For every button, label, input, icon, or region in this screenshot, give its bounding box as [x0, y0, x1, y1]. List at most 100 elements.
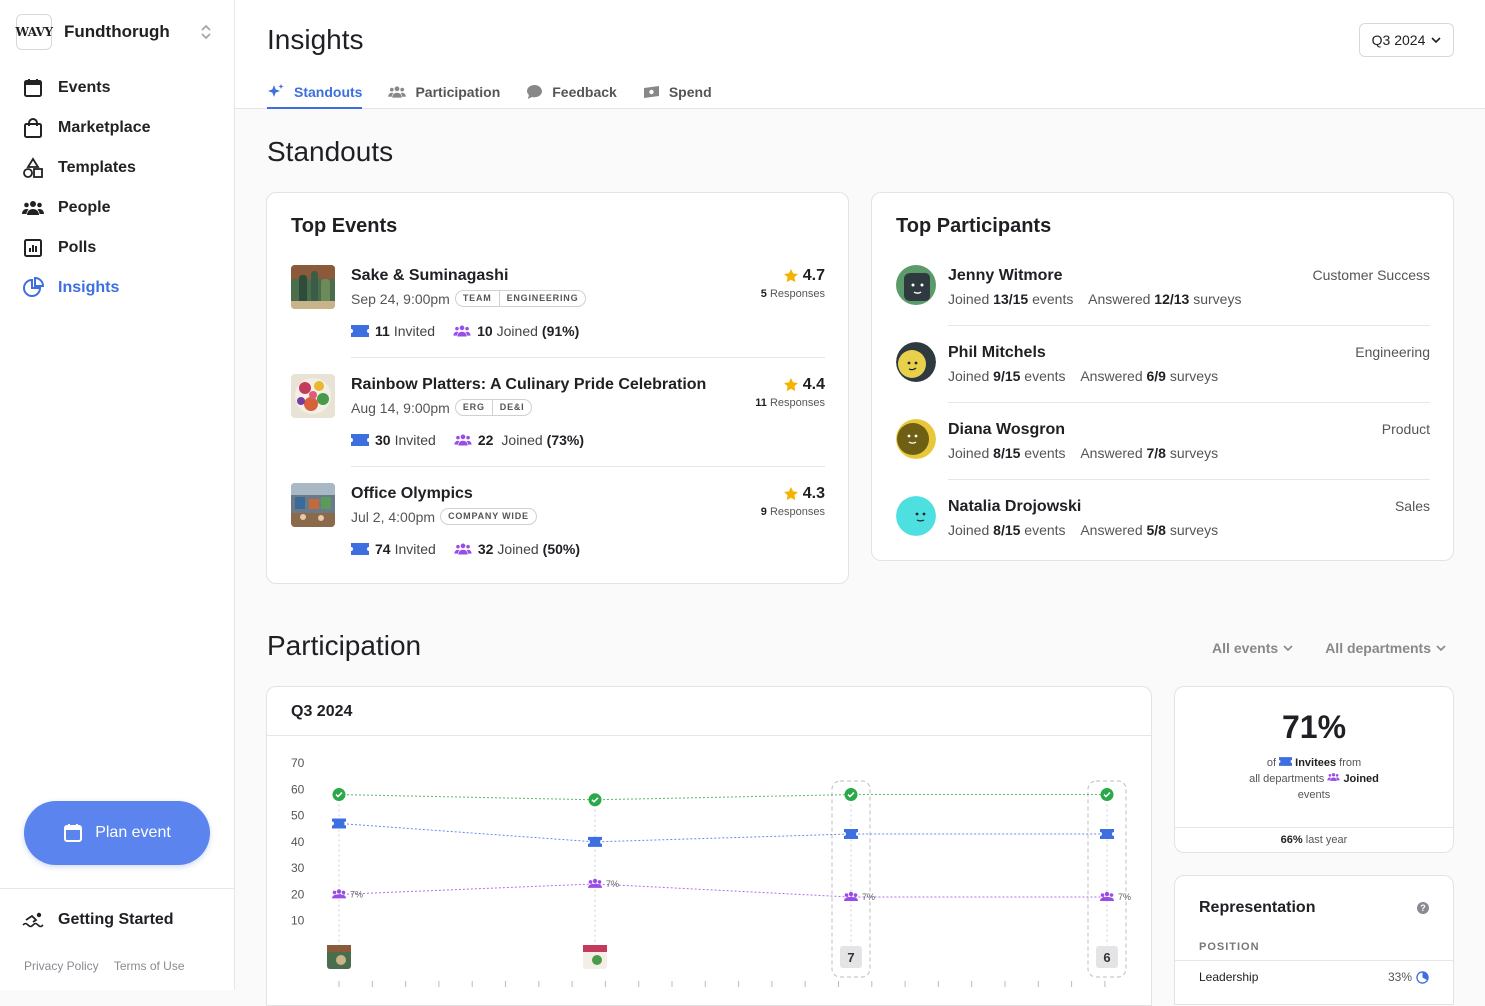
sidebar-item-insights[interactable]: Insights — [22, 268, 222, 308]
invited-label: Invited — [393, 323, 436, 339]
tab-standouts[interactable]: Standouts — [267, 76, 363, 109]
help-icon[interactable]: ? — [1417, 902, 1429, 914]
departments-filter[interactable]: All departments — [1309, 640, 1446, 656]
shapes-icon — [23, 157, 43, 178]
responses-label: Responses — [769, 397, 825, 409]
ticket-icon — [351, 434, 369, 446]
participation-chart-card: Q3 2024 10 20 30 40 50 60 70 7% 7% 7% 7% 7 6 — [266, 686, 1152, 1006]
invitee-point — [844, 828, 858, 839]
event-date-row: Jul 2, 4:00pm COMPANY WIDE — [351, 508, 537, 525]
sidebar-item-events[interactable]: Events — [22, 68, 222, 108]
y-tick-label: 30 — [291, 861, 305, 875]
invited-count: 74 — [375, 541, 391, 557]
star-icon — [783, 269, 798, 283]
rating-value: 4.3 — [802, 485, 825, 502]
people-icon — [454, 543, 472, 555]
bag-icon — [24, 118, 42, 138]
invitee-point — [1100, 828, 1114, 839]
participant-row[interactable]: Natalia Drojowski Joined 8/15 events Ans… — [896, 496, 1430, 573]
event-rating: 4.3 9 Responses — [761, 485, 825, 518]
joined-percent-label: 7% — [350, 889, 363, 899]
leadership-label: Leadership — [1199, 970, 1259, 984]
tab-label: Spend — [668, 84, 712, 100]
answered-surveys: 5/8 — [1146, 522, 1166, 538]
invited-label: Invited — [394, 541, 436, 557]
representation-card: Representation ? POSITION Leadership 33% — [1174, 875, 1454, 1005]
event-thumbnail-detail — [336, 955, 346, 965]
people-icon — [388, 86, 407, 98]
sidebar-item-templates[interactable]: Templates — [22, 148, 222, 188]
answered-surveys: 12/13 — [1154, 291, 1190, 307]
pie-chart-icon — [1416, 970, 1429, 984]
tab-spend[interactable]: Spend — [643, 76, 712, 108]
chart-header-divider — [267, 735, 1151, 736]
sidebar-item-marketplace[interactable]: Marketplace — [22, 108, 222, 148]
event-row[interactable]: Sake & Suminagashi Sep 24, 9:00pm TEAM E… — [291, 265, 825, 374]
event-tags: COMPANY WIDE — [440, 508, 537, 525]
joined-events: 13/15 — [993, 291, 1029, 307]
period-select[interactable]: Q3 2024 — [1359, 23, 1454, 57]
event-thumbnail-detail — [327, 945, 351, 952]
sidebar-item-people[interactable]: People — [22, 188, 222, 228]
kpi-card: 71% of Invitees from all departments Joi… — [1174, 686, 1454, 853]
joined-label: Joined — [501, 432, 543, 448]
chevron-down-icon — [1431, 37, 1441, 44]
tab-feedback[interactable]: Feedback — [526, 76, 617, 108]
position-label: POSITION — [1199, 941, 1260, 953]
joined-count: 10 — [477, 323, 493, 339]
rating-value: 4.7 — [802, 267, 825, 284]
org-name: Fundthorugh — [64, 22, 170, 41]
privacy-policy-link[interactable]: Privacy Policy — [24, 959, 99, 973]
getting-started-link[interactable]: Getting Started — [22, 910, 174, 930]
chevron-down-icon — [1283, 645, 1293, 652]
tab-participation[interactable]: Participation — [388, 76, 500, 108]
series-line-responses — [338, 794, 1107, 801]
participant-row[interactable]: Jenny Witmore Joined 13/15 events Answer… — [896, 265, 1430, 342]
sidebar-item-label: Events — [58, 79, 111, 96]
participant-row[interactable]: Diana Wosgron Joined 8/15 events Answere… — [896, 419, 1430, 496]
highlight-column — [831, 780, 871, 978]
joined-point — [332, 894, 346, 899]
poll-icon — [24, 239, 42, 257]
tab-bar: Standouts Participation Feedback Spend — [267, 76, 738, 109]
participant-stats: Joined 8/15 events Answered 5/8 surveys — [948, 522, 1219, 538]
event-stats: 74 Invited 32 Joined (50%) — [351, 541, 584, 557]
event-tags: TEAM ENGINEERING — [454, 290, 587, 307]
participant-department: Customer Success — [1312, 267, 1430, 283]
plan-event-button[interactable]: Plan event — [24, 801, 210, 865]
y-tick-label: 70 — [291, 756, 305, 770]
participant-name: Diana Wosgron — [948, 421, 1066, 438]
check-icon — [1103, 792, 1111, 798]
joined-percent-label: 7% — [1118, 892, 1131, 902]
sidebar-item-label: Insights — [58, 279, 120, 296]
event-count-badge — [840, 946, 862, 968]
plan-event-label: Plan event — [95, 824, 171, 841]
org-switcher[interactable]: WAVY Fundthorugh — [15, 14, 221, 50]
participant-department: Sales — [1394, 498, 1430, 514]
participant-row[interactable]: Phil Mitchels Joined 9/15 events Answere… — [896, 342, 1430, 419]
avatar — [896, 265, 936, 305]
event-stats: 30 Invited 22 Joined (73%) — [351, 432, 588, 448]
event-count-label: 6 — [1103, 950, 1110, 965]
events-filter[interactable]: All events — [1196, 640, 1293, 656]
event-row[interactable]: Rainbow Platters: A Culinary Pride Celeb… — [291, 374, 825, 483]
people-icon — [454, 434, 472, 446]
joined-point — [336, 889, 342, 894]
joined-percent: (50%) — [542, 541, 581, 557]
event-row[interactable]: Office Olympics Jul 2, 4:00pm COMPANY WI… — [291, 483, 825, 592]
event-date: Aug 14, 9:00pm — [351, 399, 450, 416]
event-date: Sep 24, 9:00pm — [351, 290, 450, 307]
terms-link[interactable]: Terms of Use — [113, 959, 185, 973]
joined-point — [1104, 891, 1110, 897]
avatar — [896, 342, 936, 382]
invited-count: 30 — [375, 432, 391, 448]
event-tag: TEAM — [462, 293, 492, 303]
chevron-up-down-icon[interactable] — [199, 22, 213, 44]
rating-value: 4.4 — [802, 376, 825, 393]
sidebar-item-polls[interactable]: Polls — [22, 228, 222, 268]
joined-percent-label: 7% — [606, 879, 619, 889]
event-tag: DE&I — [491, 400, 532, 415]
star-icon — [783, 487, 798, 501]
page-header: Insights Q3 2024 Standouts Participation… — [235, 0, 1485, 109]
participation-filters: All events All departments — [1180, 640, 1446, 656]
